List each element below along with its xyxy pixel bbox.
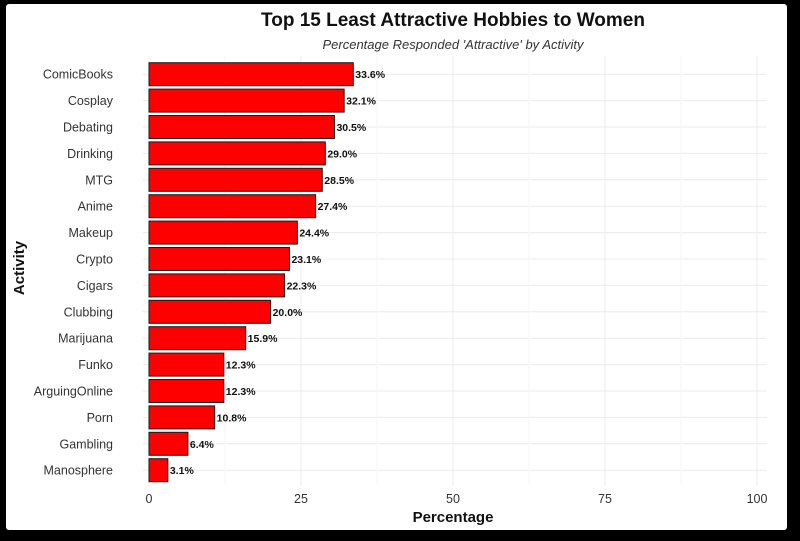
value-label: 20.0%: [273, 307, 303, 319]
x-tick-label: 50: [446, 492, 460, 506]
value-label: 32.1%: [346, 96, 376, 108]
bar: [148, 431, 189, 456]
bars: [148, 62, 354, 483]
x-tick-label: 0: [146, 492, 153, 506]
category-label: Drinking: [67, 147, 113, 161]
chart-title: Top 15 Least Attractive Hobbies to Women: [261, 10, 645, 31]
category-label: ComicBooks: [43, 68, 113, 82]
value-label: 3.1%: [170, 465, 195, 477]
category-label: Clubbing: [64, 305, 113, 319]
bar: [148, 62, 354, 87]
bar: [148, 273, 286, 298]
category-label: Makeup: [69, 226, 114, 240]
category-label: MTG: [85, 173, 113, 187]
value-label: 23.1%: [291, 254, 321, 266]
x-tick-label: 25: [294, 492, 308, 506]
category-label: Gambling: [60, 437, 114, 451]
bar: [148, 352, 225, 377]
bar: [148, 115, 335, 139]
bar: [148, 220, 298, 245]
value-label: 22.3%: [287, 280, 317, 292]
category-label: Cosplay: [68, 94, 114, 108]
value-label: 15.9%: [248, 333, 278, 345]
category-label: Funko: [78, 358, 113, 372]
bar: [148, 379, 225, 403]
category-label: Crypto: [76, 253, 113, 267]
category-label: Porn: [87, 411, 113, 425]
bar: [148, 88, 345, 113]
bar: [148, 141, 326, 166]
value-label: 30.5%: [336, 122, 366, 134]
category-label: Debating: [63, 121, 113, 135]
bar: [148, 194, 317, 219]
bar: [148, 458, 169, 483]
bar: [148, 167, 323, 192]
chart-subtitle: Percentage Responded 'Attractive' by Act…: [322, 37, 585, 52]
category-label: ArguingOnline: [34, 385, 113, 399]
x-tick-label: 100: [747, 492, 768, 506]
bar: [148, 247, 290, 271]
category-label: Cigars: [77, 279, 113, 293]
category-label: Manosphere: [44, 464, 114, 478]
bar: [148, 299, 272, 324]
bar: [148, 326, 247, 351]
value-label: 33.6%: [355, 69, 385, 81]
y-axis-title: Activity: [11, 240, 28, 295]
value-label: 6.4%: [190, 439, 215, 451]
value-label: 24.4%: [299, 228, 329, 240]
value-label: 12.3%: [226, 386, 256, 398]
chart-frame: [6, 4, 787, 530]
value-label: 27.4%: [318, 201, 348, 213]
labels: 0 25 50 75 100 ComicBooks 33.6% Cosplay 32.1% Deb…: [34, 68, 768, 506]
value-label: 12.3%: [226, 360, 256, 372]
x-tick-label: 75: [598, 492, 612, 506]
value-label: 29.0%: [327, 148, 357, 160]
category-label: Anime: [78, 200, 113, 214]
value-label: 10.8%: [217, 412, 247, 424]
x-axis-title: Percentage: [413, 509, 494, 526]
category-label: Marijuana: [58, 332, 113, 346]
value-label: 28.5%: [324, 175, 354, 187]
bar: [148, 405, 216, 430]
